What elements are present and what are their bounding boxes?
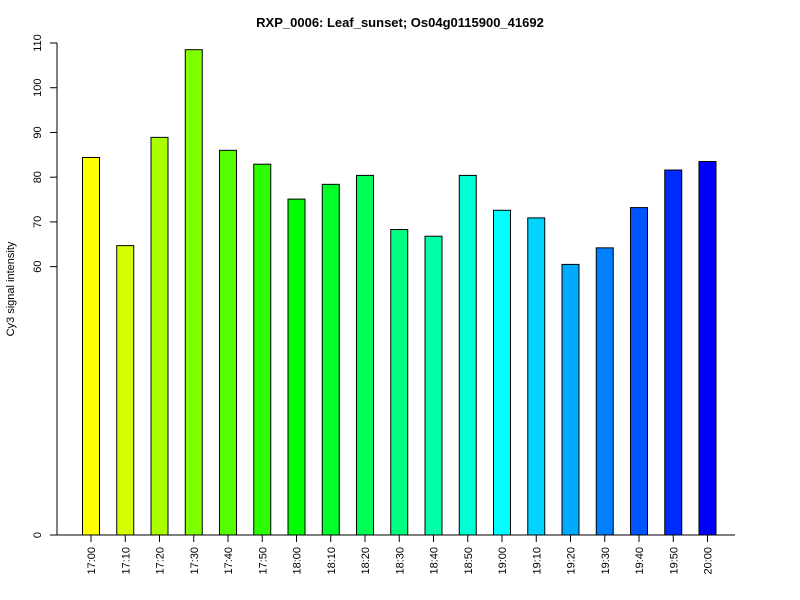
y-tick-label: 70 bbox=[32, 216, 44, 228]
y-tick-label: 90 bbox=[32, 126, 44, 138]
chart-title: RXP_0006: Leaf_sunset; Os04g0115900_4169… bbox=[256, 15, 544, 30]
bar bbox=[253, 163, 272, 536]
bar bbox=[493, 209, 511, 536]
bar bbox=[458, 174, 477, 536]
x-tick-label: 18:40 bbox=[429, 547, 441, 575]
x-tick-label: 17:20 bbox=[155, 547, 167, 575]
x-tick-label: 19:50 bbox=[668, 547, 680, 575]
bar bbox=[321, 183, 340, 536]
bar bbox=[527, 217, 546, 536]
x-ticks: 17:00 17:10 17:20 17:30 17:40 17:50 18:00 18:10… bbox=[86, 535, 715, 575]
x-tick-label: 18:00 bbox=[292, 547, 304, 575]
x-tick-label: 17:10 bbox=[120, 547, 132, 575]
x-tick-label: 18:10 bbox=[326, 547, 338, 575]
x-tick-label: 17:30 bbox=[189, 547, 201, 575]
x-tick-label: 17:00 bbox=[86, 547, 98, 575]
x-tick-label: 18:20 bbox=[360, 547, 372, 575]
x-tick-label: 19:20 bbox=[566, 547, 578, 575]
bar bbox=[116, 245, 135, 536]
bar bbox=[424, 235, 443, 536]
bar bbox=[561, 263, 580, 536]
y-ticks: 0 60 70 80 90 100 110 bbox=[32, 34, 57, 538]
bar bbox=[698, 161, 717, 536]
x-tick-label: 17:50 bbox=[257, 547, 269, 575]
y-tick-label: 110 bbox=[32, 34, 44, 52]
x-tick-label: 20:00 bbox=[703, 547, 715, 575]
bar bbox=[150, 136, 169, 536]
bar bbox=[219, 149, 237, 536]
x-tick-label: 19:40 bbox=[634, 547, 646, 575]
bar bbox=[390, 229, 409, 536]
bar bbox=[184, 49, 203, 536]
x-tick-label: 18:30 bbox=[394, 547, 406, 575]
x-tick-label: 19:00 bbox=[497, 547, 509, 575]
y-tick-label: 60 bbox=[32, 261, 44, 273]
x-tick-label: 17:40 bbox=[223, 547, 235, 575]
y-axis-label: Cy3 signal intensity bbox=[5, 241, 17, 336]
bars bbox=[82, 49, 717, 536]
y-tick-label: 100 bbox=[32, 79, 44, 97]
bar bbox=[664, 169, 683, 536]
bar bbox=[356, 174, 374, 536]
x-tick-label: 18:50 bbox=[463, 547, 475, 575]
bar bbox=[595, 247, 614, 536]
bar bbox=[287, 198, 306, 536]
bar bbox=[630, 207, 648, 536]
x-tick-label: 19:30 bbox=[600, 547, 612, 575]
bar bbox=[82, 157, 100, 536]
y-tick-label: 80 bbox=[32, 171, 44, 183]
y-tick-label: 0 bbox=[32, 532, 44, 538]
x-tick-label: 19:10 bbox=[531, 547, 543, 575]
